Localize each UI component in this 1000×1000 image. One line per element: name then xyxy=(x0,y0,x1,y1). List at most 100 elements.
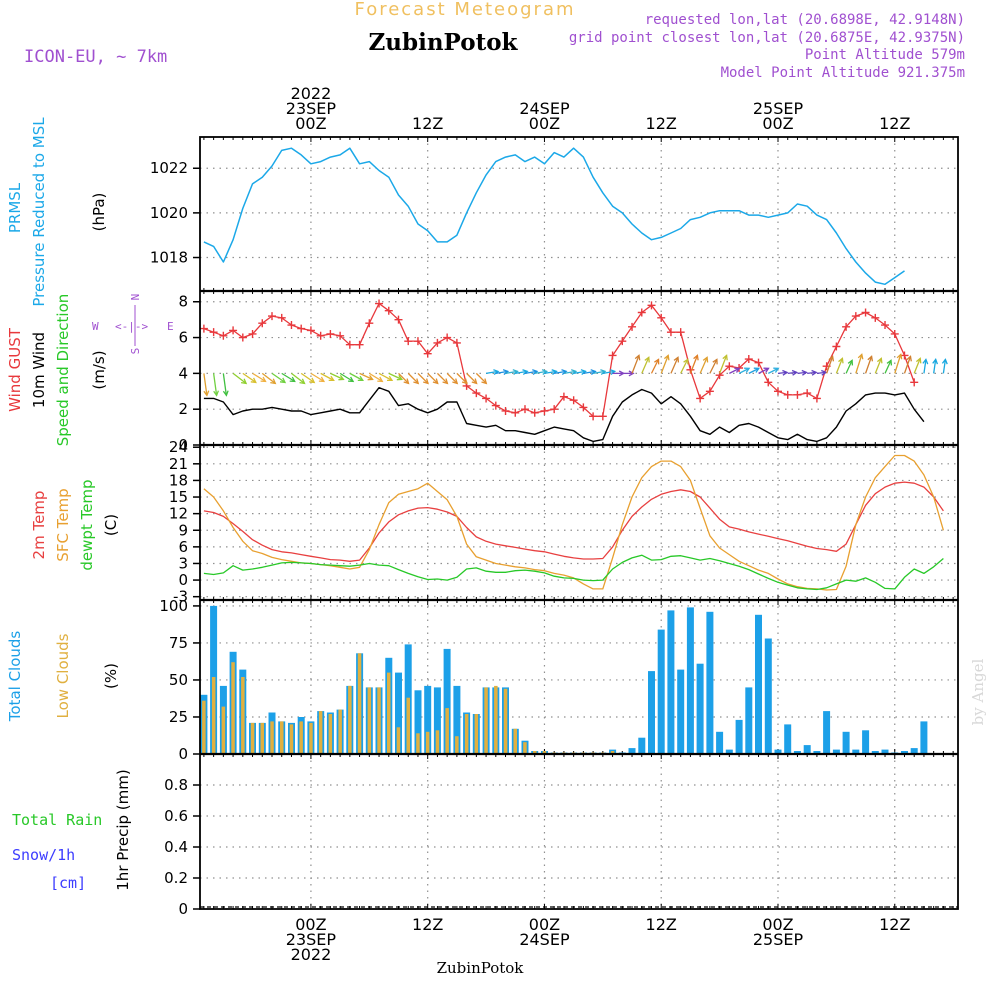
snow-label: Snow/1h xyxy=(12,846,75,864)
wind-dir-arrowhead xyxy=(838,357,844,364)
wind-label: 10m Wind xyxy=(30,332,48,408)
wind-dir-arrow xyxy=(573,370,586,375)
low-cloud-bar xyxy=(260,722,264,754)
wind-dir-arrowhead xyxy=(240,378,248,385)
wind-dir-arrow xyxy=(874,358,882,374)
compass-n: N xyxy=(129,294,142,301)
wind-dir-arrow xyxy=(242,372,257,383)
low-cloud-bar xyxy=(513,728,517,754)
low-cloud-bar xyxy=(484,687,488,754)
wind-dir-arrowhead xyxy=(915,357,922,364)
gust-marker xyxy=(238,333,247,342)
wind-dir-arrow xyxy=(933,359,937,374)
gust-marker xyxy=(258,319,267,328)
gust-marker xyxy=(229,326,238,335)
wind-dir-arrow xyxy=(427,372,439,384)
temp-ytick-label: 12 xyxy=(169,505,188,523)
total-cloud-bar xyxy=(725,749,733,754)
temp-ytick-label: 3 xyxy=(178,554,188,572)
bottom-time-label: 12Z xyxy=(646,915,677,934)
wind-dir-arrowhead xyxy=(260,376,267,383)
total-cloud-bar xyxy=(424,685,432,754)
wind-dir-arrowhead xyxy=(932,358,939,365)
gust-marker xyxy=(209,328,218,337)
gust-marker xyxy=(910,378,919,387)
low-cloud-bar xyxy=(338,709,342,754)
total-cloud-bar xyxy=(414,690,422,754)
wind-dir-arrow xyxy=(475,372,487,384)
wind-dir-arrowhead xyxy=(481,378,488,385)
total-cloud-bar xyxy=(706,611,714,754)
wind-dir-arrow xyxy=(787,371,797,375)
temp-ytick-label: 21 xyxy=(169,455,188,473)
compass-arrow: <-|-> xyxy=(115,320,148,333)
wind-dir-arrowhead xyxy=(644,356,650,363)
wind-dir-arrowhead xyxy=(222,390,229,397)
wind-dir-arrowhead xyxy=(318,376,326,383)
low-cloud-bar xyxy=(250,722,255,754)
wind-dir-arrowhead xyxy=(867,355,874,362)
low-cloud-bar xyxy=(241,677,245,754)
wind-dir-arrow xyxy=(894,354,902,374)
gust-marker xyxy=(345,340,354,349)
total-cloud-bar xyxy=(852,749,860,754)
dewpoint-line xyxy=(203,554,944,591)
wind-gust-label: Wind GUST xyxy=(6,327,24,412)
top-time-label: 00Z xyxy=(762,114,793,133)
low-cloud-bar xyxy=(299,721,303,754)
wind-dir-arrow xyxy=(602,370,615,375)
model-altitude: Model Point Altitude 921.375m xyxy=(721,65,965,81)
wind-dir-arrowhead xyxy=(452,378,459,385)
wind-dir-arrow xyxy=(845,360,853,374)
wind-dir-arrowhead xyxy=(734,367,741,373)
total-cloud-bar xyxy=(764,638,772,754)
bottom-time-label: 12Z xyxy=(412,915,443,934)
wind-dir-arrowhead xyxy=(289,376,296,383)
top-time-label: 12Z xyxy=(412,114,443,133)
wind-dir-arrowhead xyxy=(279,377,287,384)
wind-dir-arrow xyxy=(505,370,518,375)
gust-marker xyxy=(579,403,588,412)
low-cloud-bar xyxy=(231,662,235,754)
compass-s: S xyxy=(129,348,142,355)
total-cloud-bar xyxy=(745,687,753,754)
clouds-ytick-label: 75 xyxy=(169,634,188,652)
total-cloud-bar xyxy=(638,737,646,754)
gust-marker xyxy=(705,387,714,396)
wind-dir-arrow xyxy=(456,372,468,384)
gust-marker xyxy=(559,392,568,401)
wind-dir-arrowhead xyxy=(763,367,770,373)
wind-dir-arrow xyxy=(855,354,863,374)
wind-dir-arrow xyxy=(631,355,640,374)
top-time-label: 25SEP xyxy=(753,99,804,118)
gust-marker xyxy=(316,331,325,340)
wind-dir-arrowhead xyxy=(561,369,568,376)
wind-dir-arrow xyxy=(641,357,650,374)
total-cloud-bar xyxy=(677,669,685,754)
low-cloud-bar xyxy=(464,714,469,754)
total-cloud-bar xyxy=(842,731,850,754)
low-cloud-bar xyxy=(610,751,615,754)
wind-dir-arrow xyxy=(563,370,577,375)
total-cloud-bar xyxy=(871,751,879,754)
gust-marker xyxy=(871,313,880,322)
wind-dir-arrow xyxy=(923,359,927,374)
temp-ytick-label: 0 xyxy=(178,571,188,589)
wind-dir-arrowhead xyxy=(328,375,335,382)
low-cloud-bar xyxy=(309,722,313,754)
gust-marker xyxy=(744,355,753,364)
wind-dir-arrowhead xyxy=(821,369,828,376)
wind-dir-arrow xyxy=(291,372,305,384)
wind-dir-arrow xyxy=(222,373,227,396)
gust-marker xyxy=(365,319,374,328)
top-time-label: 00Z xyxy=(295,114,326,133)
gust-marker xyxy=(890,329,899,338)
precip-ytick-label: 0.6 xyxy=(164,807,188,825)
wind-dir-arrowhead xyxy=(570,369,578,376)
low-cloud-bar xyxy=(367,687,372,754)
wind-dir-arrow xyxy=(359,372,373,380)
total-cloud-bar xyxy=(784,724,792,754)
clouds-ytick-label: 25 xyxy=(169,708,188,726)
wind-dir-arrow xyxy=(388,372,403,380)
gust-marker xyxy=(394,315,403,324)
